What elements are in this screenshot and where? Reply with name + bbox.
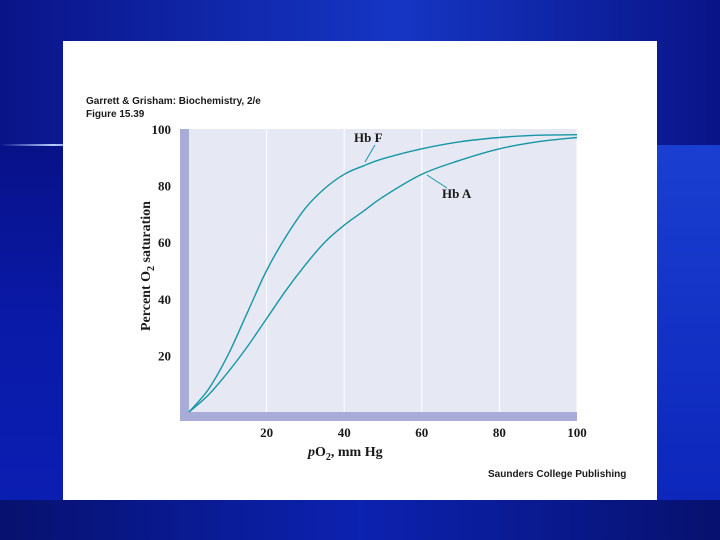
x-tick-label: 60 bbox=[415, 425, 428, 440]
y-axis-label: Percent O2 saturation bbox=[139, 201, 157, 331]
publisher-caption: Saunders College Publishing bbox=[488, 469, 627, 480]
y-tick-label: 60 bbox=[158, 235, 171, 250]
background-accent-line bbox=[0, 144, 90, 146]
x-tick-label: 100 bbox=[567, 425, 587, 440]
series-labels: Hb F Hb A bbox=[354, 130, 472, 201]
background-right-panel bbox=[656, 145, 720, 540]
y-tick-label: 20 bbox=[158, 348, 171, 363]
slide-card: Garrett & Grisham: Biochemistry, 2/e Fig… bbox=[63, 41, 657, 500]
figure-number-caption: Figure 15.39 bbox=[86, 109, 145, 120]
series-label-hb-a: Hb A bbox=[442, 186, 472, 201]
y-axis-band bbox=[180, 129, 189, 413]
series-leader-hb-f bbox=[364, 144, 376, 163]
chart: Hb F Hb A 20 40 60 80 100 20 40 60 80 100 pO2, mm… bbox=[139, 122, 587, 463]
x-axis-band bbox=[180, 412, 577, 421]
x-tick-label: 20 bbox=[260, 425, 273, 440]
plot-area bbox=[189, 129, 577, 412]
series-group bbox=[188, 134, 578, 413]
tick-labels: 20 40 60 80 100 20 40 60 80 100 bbox=[152, 122, 587, 440]
grid bbox=[266, 129, 578, 412]
background-bottom-band bbox=[0, 500, 720, 540]
y-tick-label: 40 bbox=[158, 292, 171, 307]
series-line-hb-a bbox=[188, 136, 578, 413]
y-tick-label: 80 bbox=[158, 179, 171, 194]
figure-source-caption: Garrett & Grisham: Biochemistry, 2/e bbox=[86, 96, 261, 107]
x-tick-label: 40 bbox=[338, 425, 351, 440]
x-axis-label: pO2, mm Hg bbox=[307, 445, 383, 463]
x-tick-label: 80 bbox=[493, 425, 506, 440]
series-leader-hb-a bbox=[426, 174, 448, 189]
y-tick-label: 100 bbox=[152, 122, 172, 137]
series-label-hb-f: Hb F bbox=[354, 130, 383, 145]
series-line-hb-f bbox=[188, 134, 578, 413]
